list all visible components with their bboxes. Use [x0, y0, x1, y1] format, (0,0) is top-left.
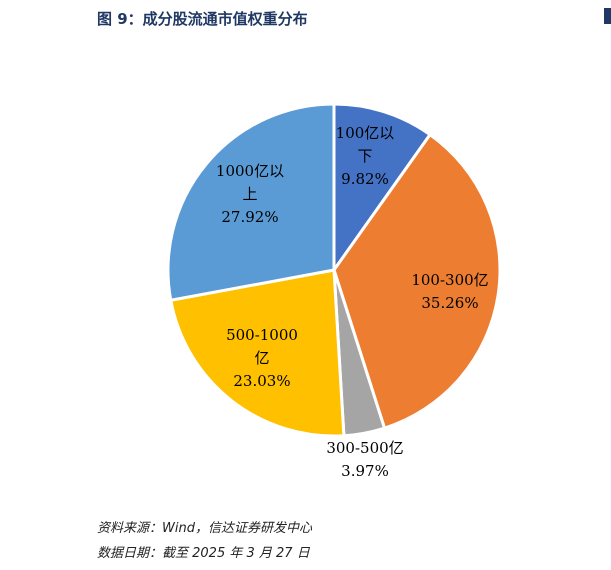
page-edge-marker: [604, 8, 611, 24]
source-note: 资料来源：Wind，信达证券研发中心: [97, 521, 312, 536]
data-label-value: 27.92%: [221, 208, 278, 226]
pie-slice: [332, 102, 433, 275]
data-label-category: 1000亿以: [216, 162, 284, 180]
data-label-category: 100-300亿: [411, 271, 488, 289]
data-label-category: 上: [242, 185, 257, 203]
data-label-category: 下: [357, 147, 372, 165]
date-note: 数据日期：截至 2025 年 3 月 27 日: [97, 546, 310, 561]
data-label-category: 300-500亿: [326, 439, 403, 457]
data-label-value: 23.03%: [233, 372, 290, 390]
data-label-category: 100亿以: [336, 124, 395, 142]
data-label-value: 35.26%: [421, 294, 478, 312]
pie-slice: [332, 132, 502, 431]
chart-title: 图 9：成分股流通市值权重分布: [97, 10, 308, 28]
data-label-category: 亿: [254, 349, 269, 367]
data-label-category: 500-1000: [226, 326, 298, 344]
data-label-value: 9.82%: [341, 170, 389, 188]
data-label-value: 3.97%: [341, 462, 389, 480]
pie-slice: [169, 268, 346, 438]
pie-slice: [166, 102, 336, 303]
